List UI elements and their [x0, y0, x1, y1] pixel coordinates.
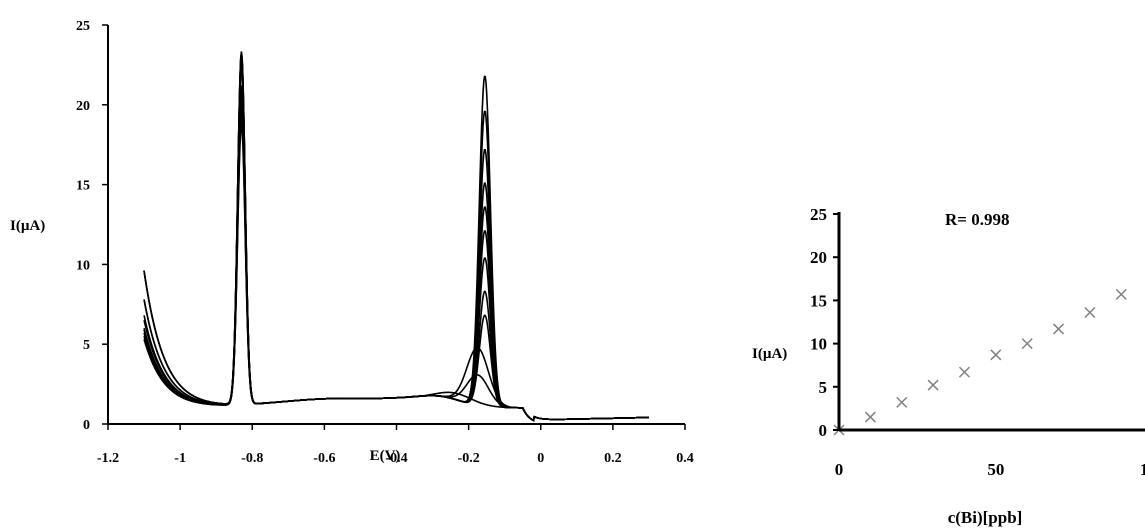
- calibration-point: [864, 411, 876, 423]
- left-y-ticks: 0 5 10 15 20 25: [76, 19, 108, 433]
- calibration-point: [896, 396, 908, 408]
- left-y-tick-label: 5: [83, 338, 90, 353]
- left-x-tick-label: -0.4: [385, 451, 407, 466]
- left-x-tick-label: -1.2: [97, 451, 119, 466]
- left-x-tick-label: -0.8: [241, 451, 263, 466]
- voltammogram-curve-10: [143, 51, 649, 422]
- calibration-point: [1084, 306, 1096, 319]
- left-y-tick-label: 15: [76, 179, 90, 194]
- right-x-ticks: 0 50 100: [835, 460, 1145, 479]
- voltammogram-chart: 0 5 10 15 20 25 -1.2 -1 -0.8 -0.6 -0.4 -0.2 0 0.2 0.4…: [10, 19, 694, 466]
- voltammogram-curve-11: [143, 56, 649, 422]
- left-x-ticks: -1.2 -1 -0.8 -0.6 -0.4 -0.2 0 0.2 0.4: [97, 424, 694, 466]
- voltammogram-curve-5: [143, 101, 649, 422]
- left-y-tick-label: 10: [76, 258, 90, 273]
- voltammogram-curve-6: [143, 85, 649, 422]
- voltammogram-curve-2: [143, 109, 649, 422]
- calibration-point: [1115, 288, 1127, 300]
- voltammogram-curve-4: [143, 117, 649, 422]
- left-x-tick-label: 0.4: [676, 451, 694, 466]
- left-x-tick-label: -1: [174, 451, 186, 466]
- voltammogram-curves: [143, 51, 649, 422]
- calibration-point: [1021, 338, 1033, 350]
- left-y-tick-label: 0: [83, 418, 90, 433]
- voltammogram-curve-7: [143, 69, 649, 422]
- voltammogram-curve-12: [143, 52, 649, 422]
- calibration-chart: 0 5 10 15 20 25 0 50 100 R= 0.998 c(Bi)[ppb] I(…: [752, 205, 1145, 527]
- left-y-tick-label: 25: [76, 19, 90, 34]
- right-y-tick-label: 20: [810, 248, 827, 267]
- left-y-tick-label: 20: [76, 99, 90, 114]
- calibration-point: [1053, 323, 1065, 335]
- right-x-tick-label: 50: [987, 460, 1004, 479]
- right-x-axis-label: c(Bi)[ppb]: [948, 508, 1023, 527]
- voltammogram-curve-8: [143, 53, 649, 422]
- voltammogram-curve-3: [143, 125, 649, 422]
- left-x-tick-label: -0.6: [313, 451, 335, 466]
- right-y-tick-label: 0: [819, 421, 828, 440]
- left-y-axis-label: I(µA): [10, 218, 45, 234]
- right-y-tick-label: 25: [810, 205, 827, 224]
- voltammogram-curve-9: [143, 61, 649, 422]
- calibration-point: [990, 349, 1002, 361]
- calibration-points: [833, 288, 1127, 436]
- left-x-tick-label: 0: [537, 451, 544, 466]
- right-x-tick-label: 100: [1140, 460, 1145, 479]
- left-x-tick-label: 0.2: [604, 451, 622, 466]
- right-y-ticks: 0 5 10 15 20 25: [810, 205, 839, 440]
- voltammogram-curve-1: [143, 93, 649, 422]
- left-x-tick-label: -0.2: [458, 451, 480, 466]
- left-x-axis-label: E(V): [370, 448, 401, 464]
- calibration-point: [958, 366, 970, 378]
- right-y-tick-label: 10: [810, 335, 827, 354]
- calibration-point: [927, 379, 939, 391]
- right-y-tick-label: 15: [810, 291, 827, 310]
- fit-annotation: R= 0.998: [945, 210, 1009, 229]
- right-y-axis-label: I(µA): [752, 346, 787, 362]
- right-x-tick-label: 0: [835, 460, 844, 479]
- right-y-tick-label: 5: [819, 378, 828, 397]
